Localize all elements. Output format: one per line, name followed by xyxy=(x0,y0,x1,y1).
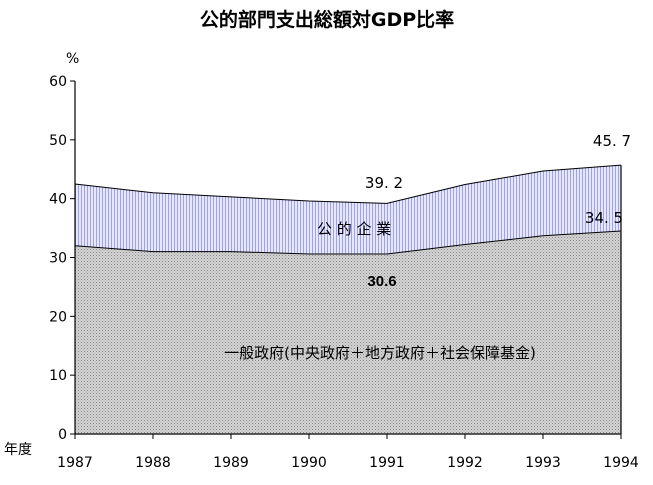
x-tick-label: 1990 xyxy=(291,455,327,471)
line-general-government xyxy=(74,230,622,255)
x-tick-label: 1991 xyxy=(369,455,405,471)
y-tick-label: 40 xyxy=(49,192,67,208)
x-tick-label: 1989 xyxy=(213,455,249,471)
line-total xyxy=(74,164,622,204)
public-enterprise-label: 公 的 企 業 xyxy=(317,220,391,238)
data-label-total-1994: 45. 7 xyxy=(593,132,631,150)
y-axis-unit: % xyxy=(66,51,79,67)
area-public-enterprise xyxy=(75,165,621,254)
chart-title: 公的部門支出総額対GDP比率 xyxy=(200,8,454,31)
x-axis-label: 年度 xyxy=(4,442,32,458)
x-tick-label: 1992 xyxy=(447,455,483,471)
data-label-general-1994: 34. 5 xyxy=(585,209,623,227)
general-government-label: 一般政府(中央政府＋地方政府＋社会保障基金) xyxy=(224,344,536,362)
x-tick-label: 1993 xyxy=(525,455,561,471)
area-general-government xyxy=(75,231,621,434)
y-tick-label: 50 xyxy=(49,133,67,149)
y-tick-label: 20 xyxy=(49,309,67,325)
y-tick-label: 10 xyxy=(49,368,67,384)
x-tick-label: 1987 xyxy=(57,455,93,471)
x-tick-label: 1988 xyxy=(135,455,171,471)
y-tick-label: 60 xyxy=(49,74,67,90)
data-label-total-1991: 39. 2 xyxy=(365,174,403,192)
y-tick-label: 0 xyxy=(58,427,67,443)
data-label-general-1991: 30.6 xyxy=(367,273,396,290)
x-tick-label: 1994 xyxy=(603,455,639,471)
y-tick-label: 30 xyxy=(49,251,67,267)
